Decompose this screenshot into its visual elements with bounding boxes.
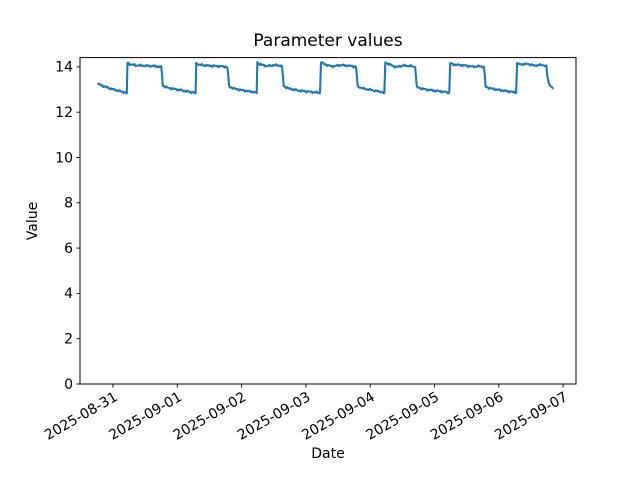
x-tick-label: 2025-09-07	[492, 389, 570, 444]
x-axis-label: Date	[311, 446, 345, 462]
y-tick-label: 12	[55, 105, 73, 121]
plot-border	[79, 57, 577, 385]
chart-title: Parameter values	[253, 31, 403, 51]
y-tick-label: 4	[64, 286, 73, 302]
y-tick-label: 6	[64, 241, 73, 257]
y-tick-label: 8	[64, 196, 73, 212]
y-tick-label: 10	[55, 150, 73, 166]
y-tick-label: 0	[64, 377, 73, 393]
y-axis-label: Value	[25, 201, 41, 241]
y-tick-label: 2	[64, 332, 73, 348]
series-line	[97, 61, 554, 95]
y-tick-label: 14	[55, 60, 73, 76]
axis-ticks	[76, 66, 564, 388]
